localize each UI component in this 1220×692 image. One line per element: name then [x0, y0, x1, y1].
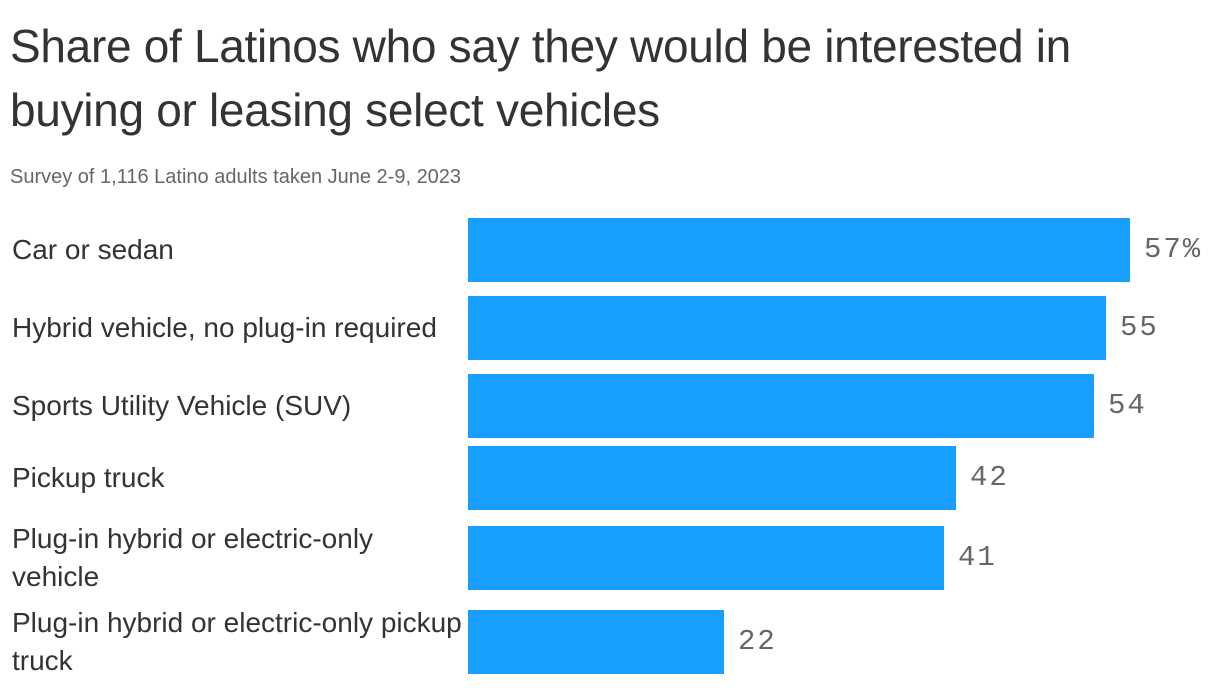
- bar-label: Hybrid vehicle, no plug-in required: [12, 312, 437, 343]
- bar-label: Plug-in hybrid or electric-only vehicle: [12, 523, 374, 592]
- bar-value: 42: [970, 461, 1009, 494]
- bar-row: Hybrid vehicle, no plug-in required 55: [0, 296, 1220, 360]
- bar-row: Plug-in hybrid or electric-only pickup t…: [0, 607, 1220, 676]
- bar-label: Sports Utility Vehicle (SUV): [12, 390, 352, 421]
- bar-value: 57%: [1144, 233, 1203, 266]
- bar-value: 22: [738, 625, 777, 658]
- bar-row: Plug-in hybrid or electric-only vehicle …: [0, 523, 1220, 592]
- chart-title: Share of Latinos who say they would be i…: [10, 20, 1071, 136]
- chart-subtitle: Survey of 1,116 Latino adults taken June…: [10, 166, 462, 188]
- bar-label: Pickup truck: [12, 462, 165, 493]
- bar: [468, 526, 944, 590]
- bar: [468, 218, 1130, 282]
- bar-value: 54: [1108, 389, 1147, 422]
- bar-row: Sports Utility Vehicle (SUV) 54: [0, 374, 1220, 438]
- bar: [468, 446, 956, 510]
- bar-row: Car or sedan 57%: [0, 218, 1220, 282]
- bar: [468, 610, 724, 674]
- bar-row: Pickup truck 42: [0, 446, 1220, 510]
- bar-label: Plug-in hybrid or electric-only pickup t…: [12, 607, 462, 676]
- bar: [468, 296, 1106, 360]
- bar-value: 41: [958, 541, 997, 574]
- bar-value: 55: [1120, 311, 1159, 344]
- bar-label: Car or sedan: [12, 234, 174, 265]
- bar: [468, 374, 1094, 438]
